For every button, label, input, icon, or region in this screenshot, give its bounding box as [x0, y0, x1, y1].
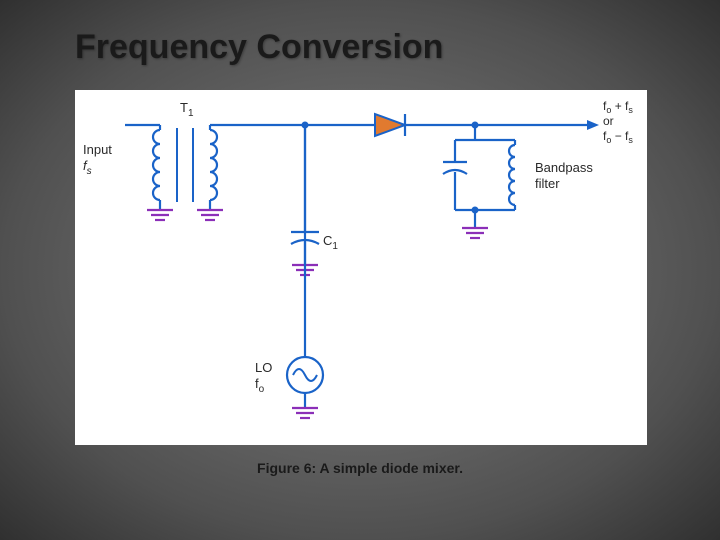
output-label-line1: fo + fs: [603, 99, 633, 115]
output-label-line2: or: [603, 114, 614, 128]
lo-label-line1: LO: [255, 360, 272, 375]
input-label-line2: fs: [83, 158, 92, 177]
diode-icon: [375, 114, 405, 136]
transformer-secondary: [197, 125, 223, 220]
bp-label-line1: Bandpass: [535, 160, 593, 175]
bp-label-line2: filter: [535, 176, 560, 191]
t1-label: T1: [180, 100, 194, 119]
bp-inductor-icon: [509, 145, 515, 205]
output-label-line3: fo − fs: [603, 129, 633, 145]
sine-icon: [293, 369, 317, 381]
output-arrow-icon: [587, 120, 599, 130]
input-label-line1: Input: [83, 142, 112, 157]
page-title: Frequency Conversion: [75, 28, 443, 67]
circuit-diagram: T1 C1: [75, 90, 647, 445]
transformer-primary: [147, 125, 173, 220]
figure-caption: Figure 6: A simple diode mixer.: [0, 460, 720, 476]
lo-label-line2: fo: [255, 376, 265, 395]
c1-label: C1: [323, 233, 338, 252]
